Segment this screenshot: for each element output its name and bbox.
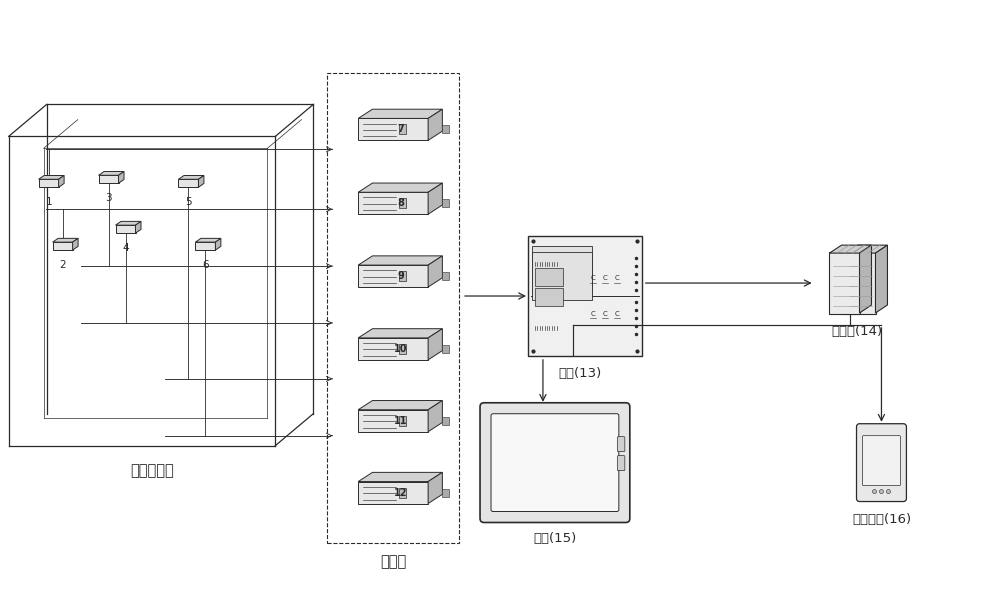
Text: 12: 12 [394,487,408,498]
Polygon shape [442,416,449,425]
Text: 服务器(14): 服务器(14) [831,325,882,338]
Polygon shape [428,472,442,504]
Text: 5: 5 [185,197,192,207]
Text: 大屏(15): 大屏(15) [533,532,577,546]
Text: 9: 9 [398,271,405,281]
Text: C: C [602,311,607,317]
FancyBboxPatch shape [399,271,406,281]
Polygon shape [358,265,428,287]
Text: 6: 6 [202,260,209,270]
Polygon shape [99,175,119,183]
Polygon shape [195,242,215,250]
Polygon shape [136,221,141,233]
Text: 7: 7 [398,124,405,135]
Polygon shape [358,472,442,481]
FancyBboxPatch shape [528,236,642,356]
Text: C: C [590,311,595,317]
Polygon shape [358,329,442,338]
Text: 主机(13): 主机(13) [558,367,602,380]
Polygon shape [116,221,141,225]
Polygon shape [846,245,887,253]
Polygon shape [53,239,78,242]
FancyBboxPatch shape [617,437,625,451]
Polygon shape [73,239,78,250]
Text: 3: 3 [105,194,112,203]
Polygon shape [428,183,442,214]
Polygon shape [875,245,887,313]
FancyBboxPatch shape [399,487,406,498]
Circle shape [872,490,876,493]
FancyBboxPatch shape [399,416,406,426]
Circle shape [886,490,890,493]
Polygon shape [198,175,204,188]
Polygon shape [860,245,871,313]
Polygon shape [442,200,449,207]
Polygon shape [428,109,442,141]
Polygon shape [428,329,442,360]
Text: 4: 4 [122,243,129,253]
Text: 8: 8 [398,198,405,208]
FancyBboxPatch shape [862,436,900,486]
Polygon shape [428,400,442,432]
Polygon shape [358,410,428,432]
Circle shape [879,490,883,493]
FancyBboxPatch shape [399,198,406,208]
Polygon shape [178,175,204,179]
Text: 10: 10 [394,344,408,354]
FancyBboxPatch shape [535,268,563,286]
Polygon shape [59,175,64,188]
Polygon shape [39,175,64,179]
Polygon shape [358,481,428,504]
Polygon shape [442,345,449,353]
FancyBboxPatch shape [532,252,592,300]
Polygon shape [358,118,428,141]
Polygon shape [195,239,221,242]
Text: C: C [590,275,595,281]
FancyBboxPatch shape [617,456,625,471]
Polygon shape [358,192,428,214]
FancyBboxPatch shape [399,124,406,135]
FancyBboxPatch shape [857,424,906,501]
Text: 振动传感器: 振动传感器 [130,463,174,478]
Polygon shape [119,171,124,183]
Polygon shape [99,171,124,175]
FancyBboxPatch shape [399,344,406,354]
Polygon shape [442,272,449,280]
Text: C: C [614,311,619,317]
Polygon shape [215,239,221,250]
Text: 移动终端(16): 移动终端(16) [852,513,911,525]
Polygon shape [358,183,442,192]
Polygon shape [442,126,449,133]
FancyBboxPatch shape [532,246,592,294]
FancyBboxPatch shape [845,252,876,314]
Text: 11: 11 [394,416,408,426]
Polygon shape [428,256,442,287]
FancyBboxPatch shape [480,403,630,522]
Text: 检测板: 检测板 [380,554,406,569]
FancyBboxPatch shape [491,413,619,511]
Text: C: C [602,275,607,281]
Polygon shape [358,256,442,265]
Polygon shape [358,400,442,410]
Polygon shape [830,245,871,253]
Polygon shape [39,179,59,188]
Text: C: C [614,275,619,281]
FancyBboxPatch shape [535,288,563,306]
Polygon shape [358,109,442,118]
Polygon shape [178,179,198,188]
Text: 2: 2 [59,260,66,270]
Polygon shape [358,338,428,360]
Polygon shape [116,225,136,233]
Text: 1: 1 [45,197,52,207]
Polygon shape [53,242,73,250]
FancyBboxPatch shape [829,252,860,314]
Polygon shape [442,489,449,496]
